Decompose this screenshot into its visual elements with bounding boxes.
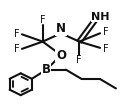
Text: F: F: [103, 44, 108, 54]
Text: NH: NH: [91, 12, 110, 22]
Text: B: B: [42, 63, 51, 76]
Text: F: F: [14, 44, 19, 54]
Text: F: F: [76, 55, 82, 65]
Text: F: F: [40, 15, 46, 25]
Text: O: O: [56, 49, 66, 62]
Text: F: F: [103, 27, 108, 37]
Text: F: F: [14, 29, 19, 39]
Text: N: N: [56, 22, 66, 35]
